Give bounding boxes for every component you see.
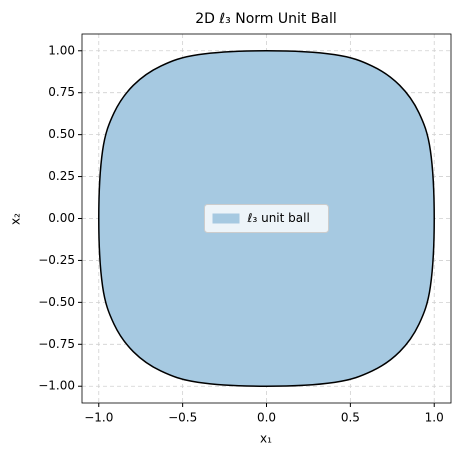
legend-label: ℓ₃ unit ball [247,211,310,225]
x-axis-label: x₁ [260,432,272,446]
legend-swatch [212,213,240,224]
area-edge [98,50,435,387]
y-tick-label: −0.25 [38,253,75,267]
legend: ℓ₃ unit ball [204,204,329,233]
legend-box [204,204,329,233]
y-tick-label: −1.00 [38,379,75,393]
x-tick-label: −1.0 [84,411,113,425]
x-tick-label: 0.0 [257,411,276,425]
chart-title: 2D ℓ₃ Norm Unit Ball [195,11,337,27]
y-tick-label: 0.75 [48,85,75,99]
x-tick-label: −0.5 [168,411,197,425]
y-tick-label: −0.75 [38,337,75,351]
x-tick-label: 0.5 [341,411,360,425]
y-axis-label: x₂ [9,213,23,225]
y-tick-label: −0.50 [38,295,75,309]
plot-frame [81,33,452,404]
y-tick-label: 0.25 [48,169,75,183]
y-tick-label: 1.00 [48,43,75,57]
y-tick-label: 0.00 [48,211,75,225]
y-tick-label: 0.50 [48,127,75,141]
x-tick-label: 1.0 [425,411,444,425]
